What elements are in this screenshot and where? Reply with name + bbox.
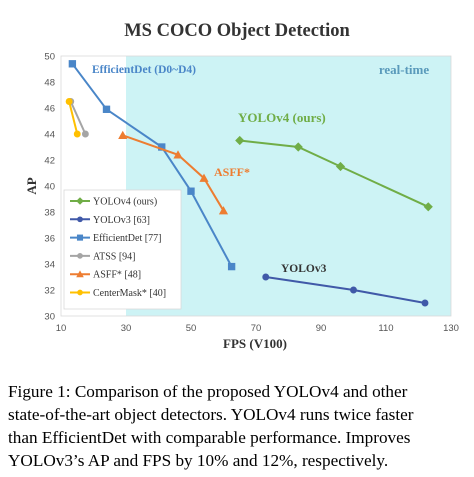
yolov3-63-point [421,299,429,307]
legend-item-asff-48: ASFF* [48] [70,270,141,281]
legend-label: ASFF* [48] [93,270,141,281]
y-tick-label: 40 [44,182,55,193]
yolov3-63-point [262,273,270,281]
legend-swatch-marker [76,270,84,278]
caption-line: state-of-the-art object detectors. YOLOv… [8,405,414,424]
x-tick-label: 10 [56,323,67,334]
legend-item-yolov4-ours: YOLOv4 (ours) [70,197,157,208]
x-tick-label: 50 [186,323,197,334]
figure-caption: Figure 1: Comparison of the proposed YOL… [8,380,468,472]
asff-48-label: ASFF* [214,165,250,179]
x-tick-label: 110 [378,323,393,334]
efficientdet-77-point [68,60,77,68]
legend-label: ATSS [94] [93,251,136,262]
yolov4-ours-point [293,142,303,152]
yolov4-ours-point [423,202,433,212]
y-tick-label: 48 [44,78,55,89]
yolov3-63-label: YOLOv3 [281,263,327,275]
efficientdet-77-point [158,143,166,151]
atss-94-point [81,130,89,138]
legend-item-efficientdet-77: EfficientDet [77] [70,233,161,244]
x-axis-label: FPS (V100) [223,336,287,351]
y-tick-label: 42 [44,156,55,167]
yolov4-ours-label: YOLOv4 (ours) [238,110,326,125]
y-tick-label: 36 [44,234,55,245]
legend-item-centermask-40: CenterMask* [40] [70,288,166,299]
y-tick-label: 38 [44,208,55,219]
y-tick-label: 50 [44,52,55,63]
asff-48-line [122,134,225,212]
asff-48-point [199,173,209,182]
legend-label: CenterMask* [40] [93,288,166,299]
asff-48-point [218,206,229,215]
caption-line: than EfficientDet with comparable perfor… [8,428,411,447]
yolov4-ours-point [335,161,346,172]
legend-swatch-marker [77,289,83,296]
legend-swatch-marker [76,234,84,241]
x-tick-label: 90 [316,323,327,334]
x-tick-label: 30 [121,323,132,334]
legend-swatch-marker [77,253,83,259]
x-tick-label: 70 [251,323,262,334]
centermask-40-point [73,130,81,138]
series-layer [65,60,433,307]
legend-box [63,189,182,310]
centermask-40-point [65,98,73,105]
x-axis-ticks: 10 30 50 70 90 110 130 [56,323,459,334]
yolov4-ours-point [235,135,245,146]
y-axis-ticks: 30 32 34 36 38 40 42 44 46 48 50 [44,52,55,323]
efficientdet-77-point [102,105,111,113]
asff-48-point [173,150,183,159]
efficientdet-77-point [227,262,236,271]
x-tick-label: 130 [443,323,459,334]
yolov3-63-point [350,286,357,294]
caption-line: YOLOv3’s AP and FPS by 10% and 12%, resp… [8,451,389,470]
chart-title: MS COCO Object Detection [124,21,350,41]
plot-frame [60,55,452,317]
centermask-40-line [68,101,79,135]
y-axis-label: AP [24,177,39,194]
legend-label: EfficientDet [77] [93,233,161,244]
legend-swatch-marker [76,197,84,205]
y-tick-label: 46 [44,104,55,115]
legend-item-atss-94: ATSS [94] [70,251,136,262]
atss-94-line [69,101,87,135]
legend-swatch-marker [77,216,83,223]
realtime-label: real-time [379,62,430,77]
legend-label: YOLOv4 (ours) [93,197,157,208]
caption-line: Figure 1: Comparison of the proposed YOL… [8,382,408,401]
asff-48-point [118,130,128,139]
y-tick-label: 32 [44,286,55,297]
efficientdet-77-point [187,187,195,195]
yolov4-ours-line [239,139,429,208]
y-tick-label: 30 [44,312,55,323]
legend-label: YOLOv3 [63] [93,215,150,226]
y-tick-label: 34 [44,260,55,271]
efficientdet-77-label: EfficientDet (D0~D4) [92,64,196,76]
y-tick-label: 44 [44,130,55,141]
legend: YOLOv4 (ours) YOLOv3 [63] EfficientDet [77… [63,189,182,310]
series-labels: YOLOv4 (ours) YOLOv3 EfficientDet (D0~D4) A… [92,64,327,275]
legend-item-yolov3-63: YOLOv3 [63] [70,215,150,226]
